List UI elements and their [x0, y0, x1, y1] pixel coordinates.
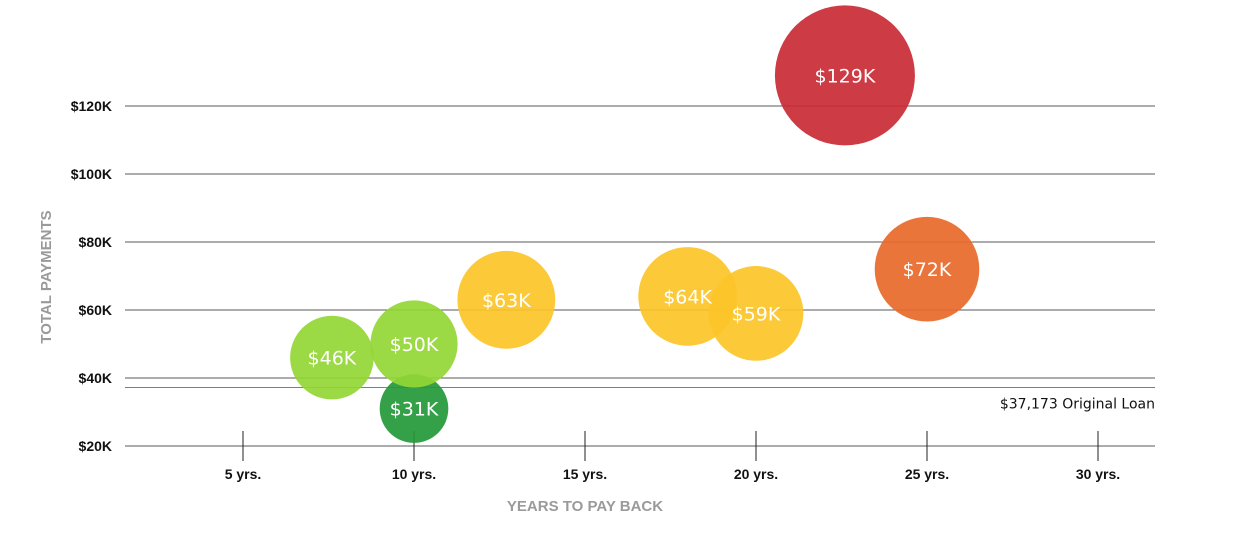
y-tick-label: $60K [79, 302, 112, 318]
bubble-value-label: $63K [482, 290, 531, 312]
x-tick-label: 20 yrs. [734, 466, 778, 482]
y-tick-label: $40K [79, 370, 112, 386]
bubble [708, 266, 804, 361]
x-tick-label: 30 yrs. [1076, 466, 1120, 482]
bubble [290, 315, 374, 400]
x-tick-label: 25 yrs. [905, 466, 949, 482]
bubble-value-label: $31K [390, 399, 439, 421]
bubble-value-label: $129K [815, 65, 876, 87]
bubble [874, 216, 980, 322]
y-axis-title: TOTAL PAYMENTS [38, 210, 55, 343]
x-tick-label: 5 yrs. [225, 466, 262, 482]
bubble-value-label: $46K [308, 348, 357, 370]
bubble [774, 5, 915, 146]
x-tick-label: 15 yrs. [563, 466, 607, 482]
bubble [379, 374, 449, 443]
bubble-value-label: $64K [663, 286, 712, 308]
bubble-value-label: $50K [390, 334, 439, 356]
original-loan-label: $37,173 Original Loan [1000, 397, 1155, 413]
x-axis-title: YEARS TO PAY BACK [507, 498, 663, 515]
bubble [457, 250, 556, 349]
x-axis-ticks: 5 yrs. 10 yrs. 15 yrs. 20 yrs. 25 yrs. 30 yrs… [225, 431, 1120, 482]
bubble-labels: $31K $46K $50K $63K $64K $59K $72K $129K [308, 65, 952, 420]
y-tick-label: $80K [79, 234, 112, 250]
bubble [370, 300, 458, 388]
bubble-value-label: $59K [732, 303, 781, 325]
y-tick-label: $120K [71, 98, 112, 114]
y-tick-label: $20K [79, 438, 112, 454]
bubble-value-label: $72K [903, 259, 952, 281]
y-tick-label: $100K [71, 166, 112, 182]
x-tick-label: 10 yrs. [392, 466, 436, 482]
bubbles [290, 5, 980, 443]
grid-lines: $20K $40K $60K $80K $100K $120K $37,173 Origin… [71, 98, 1155, 454]
